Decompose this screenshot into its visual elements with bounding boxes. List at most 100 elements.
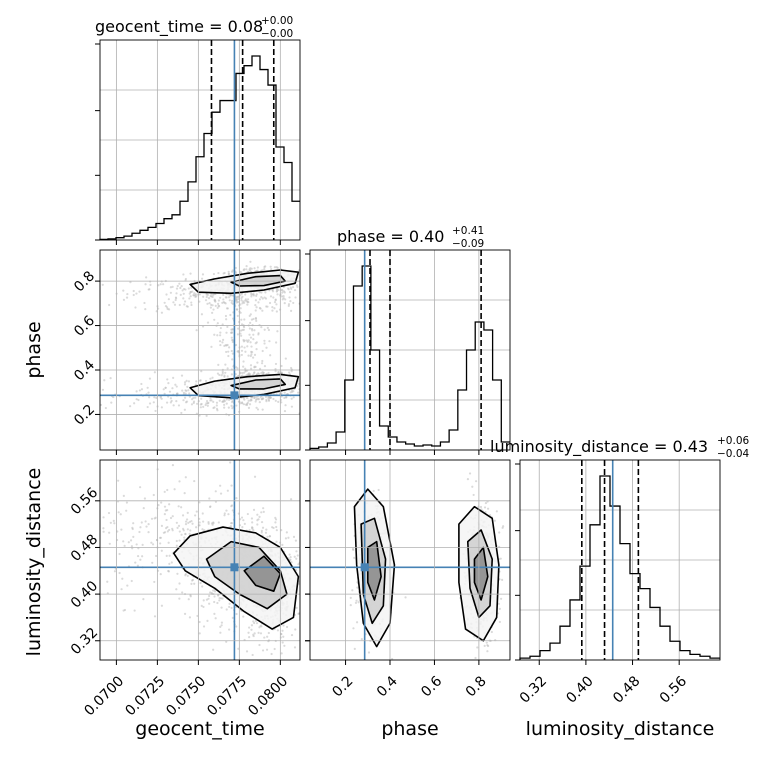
sample-point	[219, 625, 222, 628]
truth-marker	[230, 563, 239, 572]
sample-point	[101, 388, 105, 391]
sample-point	[356, 586, 359, 589]
sample-point	[136, 564, 139, 567]
sample-point	[213, 333, 216, 336]
sample-point	[170, 561, 173, 564]
sample-point	[183, 300, 187, 303]
sample-point	[246, 373, 249, 376]
sample-point	[234, 266, 237, 270]
sample-point	[254, 619, 257, 622]
sample-point	[183, 536, 186, 539]
sample-point	[200, 604, 203, 607]
sample-point	[224, 363, 227, 366]
sample-point	[169, 516, 173, 520]
sample-point	[184, 401, 188, 404]
sample-point	[184, 288, 187, 291]
sample-point	[255, 306, 258, 309]
sample-point	[282, 635, 285, 638]
sample-point	[227, 398, 231, 402]
sample-point	[160, 549, 163, 552]
sample-point	[372, 489, 375, 493]
sample-point	[248, 333, 251, 336]
sample-point	[261, 349, 264, 353]
sample-point	[154, 554, 158, 558]
sample-point	[218, 373, 221, 377]
sample-point	[258, 626, 261, 629]
sample-point	[241, 374, 244, 377]
sample-point	[254, 309, 257, 312]
sample-point	[177, 404, 181, 407]
sample-point	[148, 377, 152, 380]
sample-point	[271, 309, 274, 312]
xlabel-geocent-time: geocent_time	[135, 718, 264, 740]
sample-point	[294, 296, 297, 299]
ylabel-phase: phase	[23, 321, 45, 378]
sample-point	[193, 582, 196, 585]
sample-point	[108, 303, 111, 307]
sample-point	[501, 578, 504, 581]
sample-point	[175, 539, 178, 543]
x-tick-label: 0.56	[657, 673, 690, 706]
sample-point	[122, 540, 125, 543]
sample-point	[230, 336, 233, 339]
sample-point	[176, 284, 179, 288]
sample-point	[221, 400, 224, 403]
sample-point	[292, 535, 296, 538]
sample-point	[198, 521, 201, 524]
sample-point	[192, 400, 196, 403]
sample-point	[275, 303, 278, 306]
sample-point	[209, 306, 212, 309]
sample-point	[201, 528, 204, 531]
sample-point	[109, 521, 112, 524]
sample-point	[210, 399, 213, 402]
sample-point	[230, 404, 233, 407]
sample-point	[236, 314, 239, 317]
sample-point	[141, 543, 144, 546]
sample-point	[225, 331, 228, 334]
sample-point	[264, 291, 267, 294]
sample-point	[224, 371, 227, 374]
sample-point	[220, 621, 224, 624]
sample-point	[214, 304, 217, 307]
sample-point	[240, 318, 243, 321]
sample-point	[113, 570, 117, 573]
sample-point	[243, 301, 246, 304]
sample-point	[194, 383, 197, 386]
sample-point	[248, 636, 251, 639]
hist-panel-luminosity_distance	[515, 460, 720, 661]
sample-point	[253, 621, 256, 625]
sample-point	[172, 376, 175, 379]
sample-point	[173, 303, 177, 306]
sample-point	[218, 599, 221, 602]
sample-point	[212, 589, 215, 592]
sample-point	[133, 402, 136, 405]
sample-point	[149, 283, 152, 287]
sample-point	[220, 624, 223, 627]
sample-point	[265, 648, 269, 651]
sample-point	[349, 604, 352, 607]
x-tick-label: 0.2	[329, 673, 356, 700]
sample-point	[244, 367, 247, 370]
sample-point	[180, 506, 183, 509]
sample-point	[206, 619, 209, 622]
sample-point	[294, 539, 298, 542]
sample-point	[293, 555, 296, 558]
panel-content	[100, 460, 300, 660]
sample-point	[474, 480, 478, 483]
truth-marker	[360, 563, 369, 572]
sample-point	[176, 572, 179, 575]
sample-point	[158, 536, 162, 539]
sample-point	[268, 340, 271, 343]
sample-point	[146, 405, 149, 409]
sample-point	[252, 508, 256, 511]
sample-point	[210, 345, 213, 348]
sample-point	[163, 392, 166, 395]
sample-point	[235, 612, 238, 616]
sample-point	[497, 602, 500, 605]
sample-point	[177, 505, 180, 508]
sample-point	[243, 339, 246, 342]
sample-point	[194, 294, 197, 297]
sample-point	[166, 530, 169, 533]
sample-point	[179, 293, 182, 297]
sample-point	[248, 626, 251, 629]
